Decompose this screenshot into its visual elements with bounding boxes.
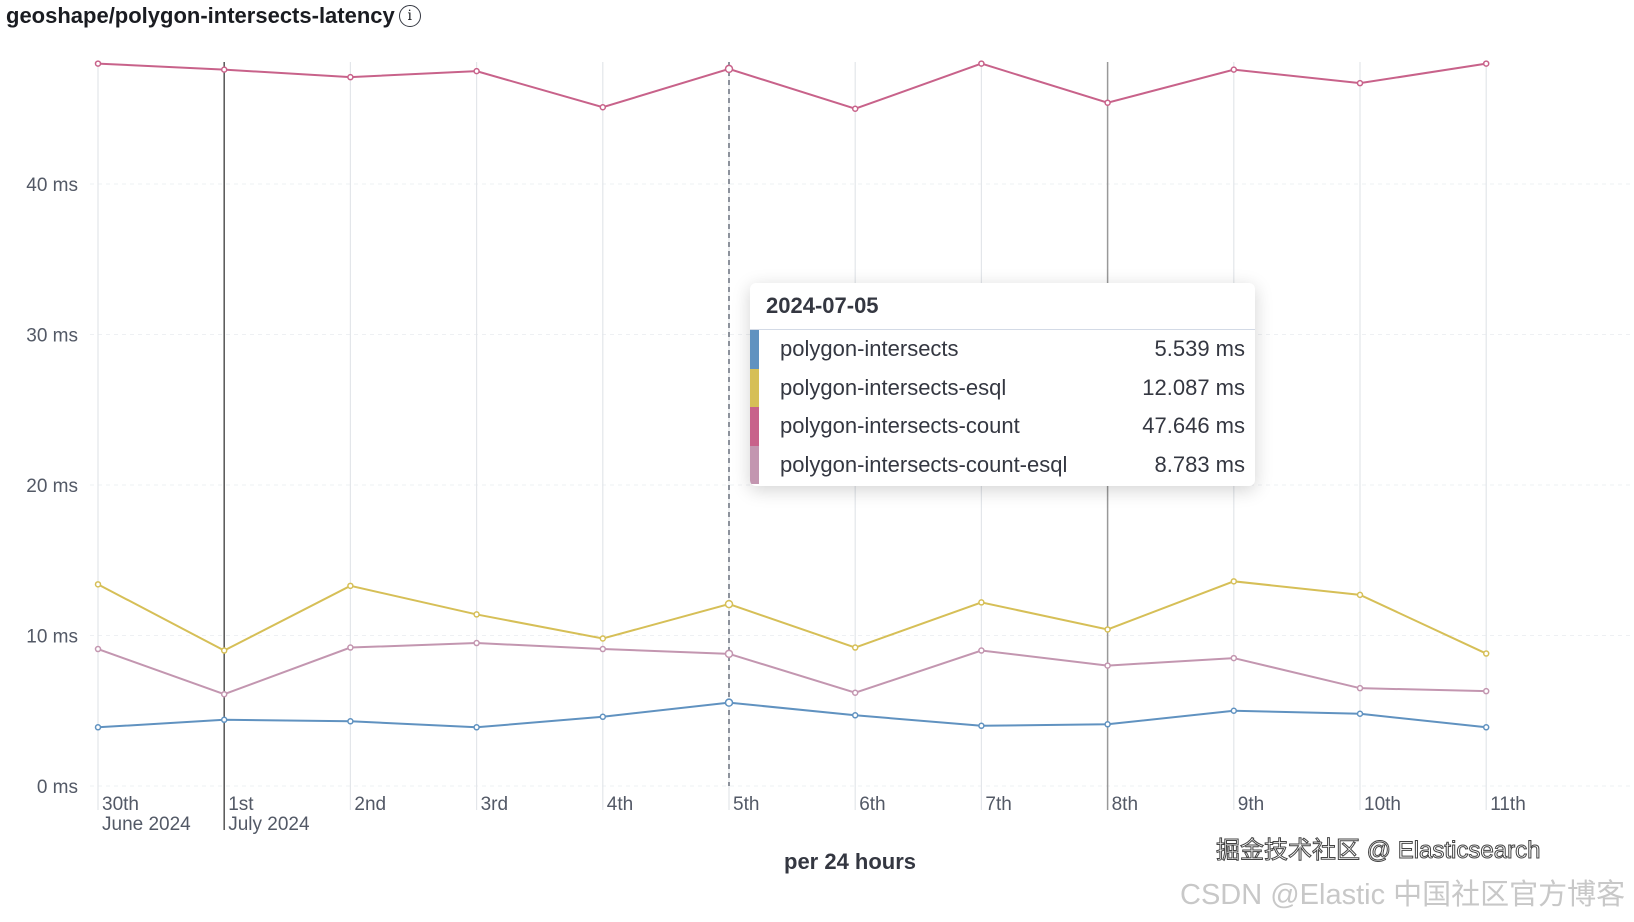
data-point (94, 60, 102, 67)
data-point (1104, 626, 1111, 633)
series-color-swatch (750, 445, 759, 484)
data-point (599, 645, 607, 653)
series-line-polygon-intersects-esql (97, 580, 1487, 655)
data-point (347, 73, 354, 81)
x-tick-label: 9th (1238, 794, 1264, 815)
y-tick-label: 10 ms (26, 627, 78, 648)
data-point (1230, 66, 1238, 73)
tooltip-series-value: 47.646 ms (1142, 413, 1245, 439)
data-point (851, 712, 859, 719)
data-point (724, 64, 734, 74)
series-line-polygon-intersects-count-esql (97, 642, 1487, 696)
data-point (599, 103, 607, 111)
tooltip-row: polygon-intersects-esql 12.087 ms (750, 368, 1255, 407)
data-point (1482, 60, 1490, 67)
data-point (473, 67, 480, 75)
data-point (220, 690, 228, 698)
x-tick-label: 8th (1112, 794, 1138, 815)
data-point (1230, 707, 1238, 714)
watermark-front: 掘金技术社区 @ Elasticsearch (1215, 837, 1541, 865)
data-point (851, 644, 859, 651)
data-point (1482, 724, 1490, 731)
series-color-swatch (750, 368, 759, 407)
tooltip-row: polygon-intersects 5.539 ms (750, 330, 1255, 369)
data-point (1482, 650, 1490, 657)
y-tick-label: 20 ms (26, 476, 78, 497)
data-point (978, 722, 985, 730)
data-point (94, 724, 102, 731)
data-point (347, 644, 354, 651)
data-point (220, 66, 228, 73)
data-point (1104, 99, 1111, 106)
tooltip-series-value: 12.087 ms (1142, 374, 1245, 400)
data-point (724, 649, 734, 659)
x-tick-label: 10th (1364, 794, 1401, 815)
x-tick-sublabel: June 2024 (102, 814, 191, 835)
chart-title-text: geoshape/polygon-intersects-latency (6, 3, 395, 28)
tooltip-series-label: polygon-intersects (780, 336, 959, 362)
data-point (220, 716, 228, 724)
data-point (1104, 721, 1111, 728)
x-tick-label: 5th (733, 794, 759, 815)
data-point (1356, 591, 1364, 599)
data-point (724, 599, 734, 609)
data-point (1356, 79, 1364, 87)
x-tick-sublabel: July 2024 (228, 814, 310, 835)
tooltip-row: polygon-intersects-count 47.646 ms (750, 407, 1255, 446)
x-tick-label: 11th (1490, 794, 1526, 815)
info-icon[interactable]: i (398, 5, 421, 27)
chart-tooltip: 2024-07-05 polygon-intersects 5.539 ms pol… (750, 283, 1255, 486)
data-point (978, 60, 985, 67)
data-point (724, 698, 734, 707)
x-tick-label: 6th (859, 794, 885, 815)
series-line-polygon-intersects (97, 701, 1487, 729)
tooltip-date: 2024-07-05 (750, 283, 1255, 330)
data-point (851, 105, 859, 112)
watermark-back: CSDN @Elastic 中国社区官方博客 (1180, 879, 1626, 911)
data-point (1230, 578, 1238, 585)
data-point (1230, 654, 1238, 662)
x-tick-label: 3rd (481, 794, 508, 815)
chart-title: geoshape/polygon-intersects-latency i (6, 3, 421, 29)
data-point (978, 647, 985, 654)
x-axis-title: per 24 hours (784, 849, 917, 874)
data-point (978, 599, 985, 606)
tooltip-series-label: polygon-intersects-esql (780, 374, 1007, 400)
series-line-polygon-intersects-count (97, 62, 1487, 110)
data-point (1356, 710, 1364, 718)
y-tick-label: 0 ms (37, 777, 78, 798)
data-point (94, 645, 102, 653)
data-point (599, 713, 607, 721)
y-tick-label: 40 ms (26, 175, 78, 196)
x-tick-label: 2nd (354, 794, 386, 815)
x-tick-label: 30th (102, 794, 139, 815)
series-color-swatch (750, 407, 759, 446)
tooltip-row: polygon-intersects-count-esql 8.783 ms (750, 445, 1255, 484)
data-point (851, 689, 859, 696)
data-point (1104, 662, 1111, 669)
series-color-swatch (750, 330, 759, 369)
data-point (599, 635, 607, 642)
data-point (473, 639, 480, 647)
y-tick-label: 30 ms (26, 326, 78, 347)
x-tick-label: 7th (985, 794, 1011, 815)
data-point (473, 724, 480, 731)
data-point (1482, 687, 1490, 695)
tooltip-series-label: polygon-intersects-count-esql (780, 451, 1068, 477)
data-point (94, 581, 102, 588)
tooltip-series-label: polygon-intersects-count (780, 413, 1020, 439)
data-point (473, 611, 480, 618)
x-tick-label: 4th (607, 794, 633, 815)
x-tick-label: 1st (228, 794, 254, 815)
data-point (347, 582, 354, 590)
data-point (1356, 684, 1364, 692)
data-point (347, 718, 354, 725)
tooltip-series-value: 8.783 ms (1154, 451, 1246, 477)
data-point (220, 647, 228, 654)
tooltip-series-value: 5.539 ms (1154, 336, 1246, 362)
